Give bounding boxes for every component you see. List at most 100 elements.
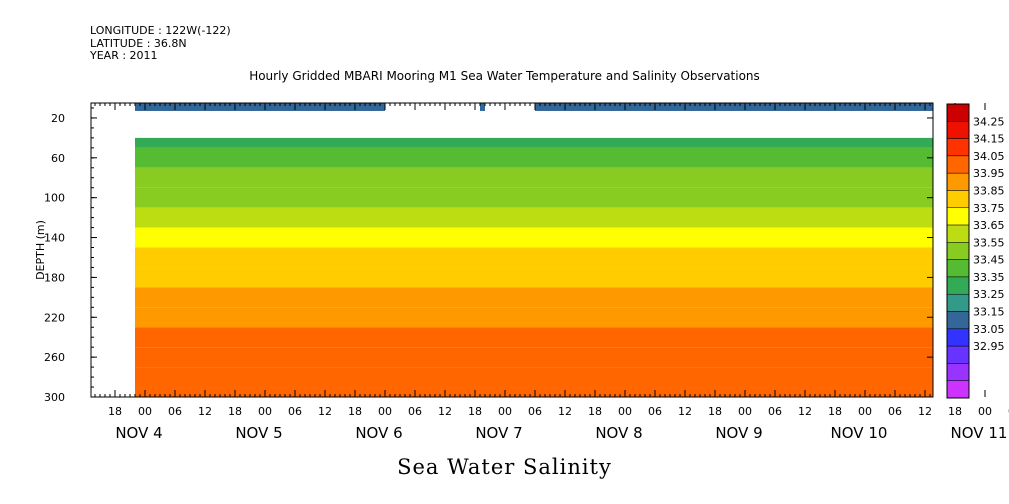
x-hour-label: 06	[408, 405, 422, 418]
x-date-label: NOV 4	[115, 424, 162, 442]
longitude-label: LONGITUDE : 122W(-122)	[90, 24, 231, 37]
colorbar-label: 34.15	[973, 133, 1005, 146]
x-hour-label: 18	[108, 405, 122, 418]
colorbar-segment	[946, 293, 970, 312]
colorbar-segment	[946, 103, 970, 122]
salinity-layer	[135, 207, 933, 228]
surface-band	[535, 103, 933, 111]
x-date-label: NOV 7	[475, 424, 522, 442]
colorbar-segment	[946, 345, 970, 364]
colorbar-label: 33.85	[973, 184, 1005, 197]
colorbar-segment	[946, 242, 970, 260]
year-label: YEAR : 2011	[90, 49, 158, 62]
x-hour-label: 06	[288, 405, 302, 418]
colorbar-label: 33.05	[973, 323, 1005, 336]
salinity-layer	[135, 347, 933, 368]
x-hour-label: 06	[768, 405, 782, 418]
y-tick-label: 220	[44, 311, 65, 324]
y-tick-label: 140	[44, 232, 65, 245]
x-hour-label: 12	[438, 405, 452, 418]
colorbar-segment	[946, 155, 970, 174]
latitude-label: LATITUDE : 36.8N	[90, 37, 187, 50]
colorbar-label: 33.95	[973, 167, 1005, 180]
x-hour-label: 00	[978, 405, 992, 418]
x-hour-label: 12	[558, 405, 572, 418]
y-tick-label: 20	[51, 112, 65, 125]
colorbar-segment	[946, 311, 970, 330]
x-hour-label: 18	[828, 405, 842, 418]
salinity-layer	[135, 367, 933, 388]
y-tick-label: 300	[44, 391, 65, 404]
salinity-layer	[135, 287, 933, 308]
y-tick-label: 100	[44, 192, 65, 205]
colorbar-segment	[946, 380, 970, 399]
y-axis-label: DEPTH (m)	[34, 220, 47, 280]
x-hour-label: 18	[468, 405, 482, 418]
colorbar-label: 33.75	[973, 202, 1005, 215]
salinity-layer	[135, 137, 933, 148]
x-date-label: NOV 11	[951, 424, 1008, 442]
colorbar-segment	[946, 138, 970, 157]
colorbar-label: 33.15	[973, 306, 1005, 319]
surface-band	[480, 103, 485, 111]
x-date-label: NOV 8	[595, 424, 642, 442]
salinity-layer	[135, 247, 933, 268]
salinity-layer	[135, 267, 933, 288]
x-hour-label: 12	[198, 405, 212, 418]
x-hour-label: 00	[618, 405, 632, 418]
x-hour-label: 00	[378, 405, 392, 418]
y-tick-label: 260	[44, 351, 65, 364]
x-hour-label: 12	[798, 405, 812, 418]
plot-frame	[90, 102, 934, 398]
colorbar-label: 34.05	[973, 150, 1005, 163]
colorbar-segment	[946, 190, 970, 209]
x-hour-label: 12	[318, 405, 332, 418]
x-hour-label: 12	[918, 405, 932, 418]
colorbar-label: 33.45	[973, 254, 1005, 267]
y-tick-label: 60	[51, 152, 65, 165]
x-hour-label: 06	[168, 405, 182, 418]
colorbar-label: 33.65	[973, 219, 1005, 232]
salinity-layer	[135, 227, 933, 248]
colorbar-segment	[946, 172, 970, 191]
x-hour-label: 06	[528, 405, 542, 418]
x-hour-label: 18	[228, 405, 242, 418]
y-tick-label: 180	[44, 271, 65, 284]
salinity-layer	[135, 147, 933, 168]
colorbar-segment	[946, 259, 970, 278]
x-hour-label: 06	[888, 405, 902, 418]
x-hour-label: 00	[498, 405, 512, 418]
x-date-label: NOV 5	[235, 424, 282, 442]
x-hour-label: 06	[648, 405, 662, 418]
x-hour-label: 12	[678, 405, 692, 418]
colorbar-segment	[946, 363, 970, 381]
main-title: Sea Water Salinity	[397, 455, 612, 479]
colorbar-label: 32.95	[973, 340, 1005, 353]
colorbar-segment	[946, 121, 970, 139]
salinity-layer	[135, 167, 933, 188]
colorbar-segment	[946, 207, 970, 226]
x-hour-label: 00	[258, 405, 272, 418]
x-hour-label: 18	[588, 405, 602, 418]
chart-title: Hourly Gridded MBARI Mooring M1 Sea Wate…	[249, 69, 760, 83]
colorbar-segment	[946, 276, 970, 295]
x-hour-label: 00	[738, 405, 752, 418]
x-hour-label: 18	[708, 405, 722, 418]
x-date-label: NOV 9	[715, 424, 762, 442]
colorbar-segment	[946, 328, 970, 347]
colorbar-label: 33.55	[973, 236, 1005, 249]
surface-band	[135, 103, 385, 111]
colorbar-label: 33.25	[973, 288, 1005, 301]
x-hour-label: 00	[138, 405, 152, 418]
colorbar-label: 33.35	[973, 271, 1005, 284]
x-date-label: NOV 10	[831, 424, 888, 442]
x-hour-label: 18	[348, 405, 362, 418]
x-hour-label: 00	[858, 405, 872, 418]
salinity-layer	[135, 387, 933, 397]
colorbar-segment	[946, 224, 970, 243]
salinity-layer	[135, 187, 933, 208]
x-date-label: NOV 6	[355, 424, 402, 442]
colorbar-label: 34.25	[973, 115, 1005, 128]
colorbar-frame	[946, 103, 970, 399]
